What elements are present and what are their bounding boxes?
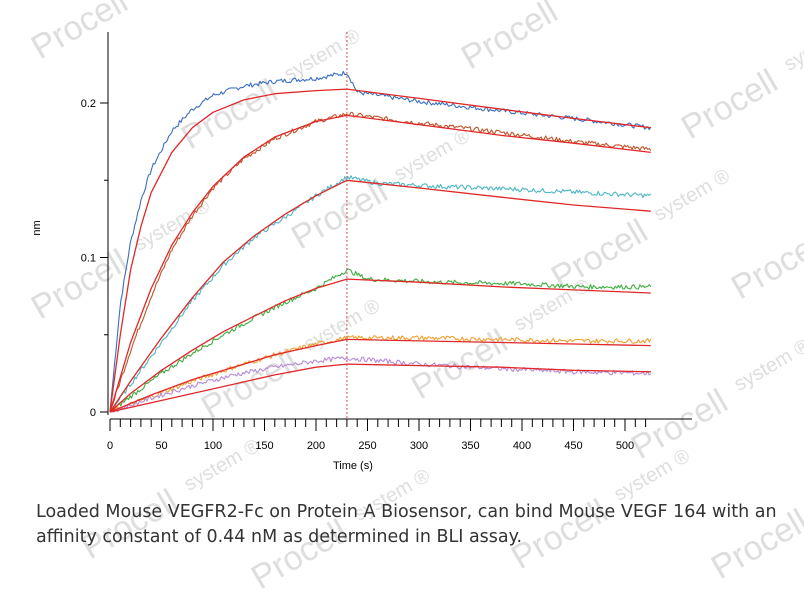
x-tick-label: 50 [155, 440, 167, 452]
watermark-sub: system ® [280, 25, 364, 86]
axes: 0 50 100 150 200 250 300 350 400 450 500 0 0.1 0.2 [81, 32, 692, 452]
fit-curve [109, 179, 651, 413]
watermark-sub: system ® [390, 125, 474, 186]
x-axis-ticks: 0 50 100 150 200 250 300 350 400 450 500 [107, 419, 647, 452]
fit-curve [109, 88, 651, 413]
watermark-text: Procell [455, 0, 564, 77]
watermark-text: Procell [25, 242, 134, 327]
x-tick-label: 400 [513, 440, 531, 452]
watermark-sub: system ® [560, 0, 644, 6]
x-tick-label: 0 [107, 440, 113, 452]
watermark-text: Procell [545, 212, 654, 297]
y-tick-label: 0.1 [81, 253, 96, 265]
watermark-text: Procell [285, 172, 394, 257]
fit-curve [109, 363, 651, 413]
y-axis-label: nm [31, 220, 43, 235]
measured-curve [109, 175, 652, 413]
measured-curve [109, 356, 652, 413]
watermark-sub: system ® [780, 15, 804, 76]
watermark-sub: system ® [730, 335, 804, 396]
x-tick-label: 350 [461, 440, 479, 452]
measured-curve [109, 70, 652, 413]
x-tick-label: 250 [358, 440, 376, 452]
watermark-text: Procell [175, 72, 284, 157]
watermark-text: Procell [195, 342, 304, 427]
x-tick-label: 300 [410, 440, 428, 452]
measured-curve [109, 335, 652, 413]
plot-area: 0 50 100 150 200 250 300 350 400 450 500 0 0.1 0.2 T… [31, 32, 692, 472]
watermark-sub: system ® [180, 435, 264, 496]
watermark-text: Procell [25, 0, 134, 67]
fit-curve [109, 338, 651, 413]
fit-curve [109, 278, 651, 413]
x-tick-label: 450 [564, 440, 582, 452]
x-tick-label: 500 [616, 440, 634, 452]
measured-curve [109, 111, 652, 413]
x-tick-label: 150 [255, 440, 273, 452]
fit-curve [109, 114, 651, 413]
y-axis-ticks: 0 0.1 0.2 [81, 98, 108, 419]
figure-caption: Loaded Mouse VEGFR2-Fc on Protein A Bios… [36, 502, 777, 547]
watermark-sub: system ® [650, 165, 734, 226]
x-tick-label: 200 [307, 440, 325, 452]
x-axis-label: Time (s) [333, 460, 373, 472]
watermark-text: Procell [675, 62, 784, 147]
x-tick-label: 100 [204, 440, 222, 452]
watermark-text: Procell [725, 222, 804, 307]
y-tick-label: 0 [90, 407, 96, 419]
y-tick-label: 0.2 [81, 98, 96, 110]
series-layer [109, 70, 652, 413]
